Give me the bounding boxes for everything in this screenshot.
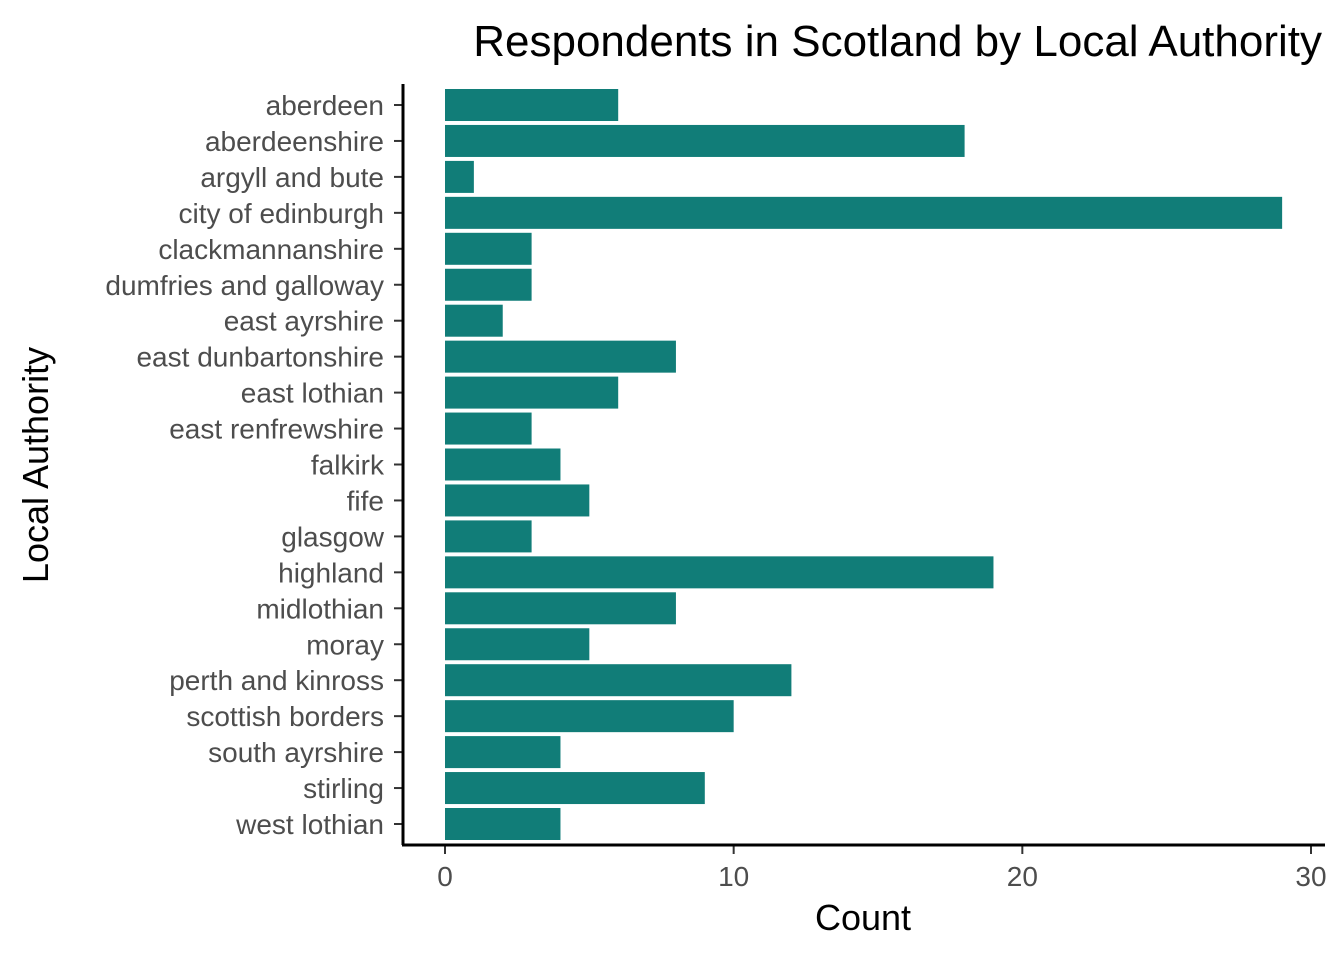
bar-moray (445, 628, 590, 661)
y-tick-label: falkirk (311, 450, 385, 481)
chart-title: Respondents in Scotland by Local Authori… (473, 17, 1322, 66)
bar-east-dunbartonshire (445, 340, 676, 373)
y-tick-label: aberdeenshire (205, 126, 384, 157)
x-tick-label: 0 (437, 861, 453, 892)
x-tick-label: 20 (1007, 861, 1038, 892)
y-tick-label: south ayrshire (208, 737, 384, 768)
x-axis-ticks: 0 10 20 30 (437, 845, 1327, 892)
bar-aberdeenshire (445, 124, 965, 157)
y-tick-label: aberdeen (266, 90, 384, 121)
bar-south-ayrshire (445, 736, 561, 769)
bar-city-of-edinburgh (445, 196, 1283, 229)
bars-group (445, 89, 1283, 840)
y-tick-label: perth and kinross (169, 665, 384, 696)
y-tick-label: midlothian (256, 593, 384, 624)
y-tick-label: west lothian (235, 809, 384, 840)
bar-aberdeen (445, 89, 619, 121)
x-tick-label: 10 (718, 861, 749, 892)
bar-falkirk (445, 448, 561, 481)
y-axis-title: Local Authority (15, 347, 56, 583)
y-tick-label: east renfrewshire (169, 414, 384, 445)
bar-east-renfrewshire (445, 412, 532, 445)
bar-scottish-borders (445, 700, 734, 733)
y-tick-label: fife (347, 485, 384, 516)
bar-clackmannanshire (445, 232, 532, 265)
y-tick-label: glasgow (281, 521, 385, 552)
bar-east-ayrshire (445, 304, 503, 337)
bar-highland (445, 556, 994, 589)
bar-fife (445, 484, 590, 517)
y-tick-label: east ayrshire (224, 306, 384, 337)
y-tick-label: scottish borders (186, 701, 384, 732)
x-tick-label: 30 (1295, 861, 1326, 892)
bar-stirling (445, 772, 705, 805)
bar-argyll-and-bute (445, 160, 474, 193)
y-tick-label: stirling (303, 773, 384, 804)
x-axis-title: Count (815, 897, 911, 938)
bar-midlothian (445, 592, 676, 625)
bar-east-lothian (445, 376, 619, 409)
y-tick-label: dumfries and galloway (105, 270, 384, 301)
y-tick-label: city of edinburgh (179, 198, 384, 229)
y-tick-label: east lothian (241, 378, 384, 409)
bar-perth-and-kinross (445, 664, 792, 697)
y-tick-label: moray (306, 629, 384, 660)
y-tick-label: clackmannanshire (158, 234, 384, 265)
y-tick-label: argyll and bute (200, 162, 384, 193)
bar-glasgow (445, 520, 532, 553)
bar-west-lothian (445, 808, 561, 840)
y-tick-label: highland (278, 557, 384, 588)
y-axis-ticks: aberdeen aberdeenshire argyll and bute city… (105, 90, 403, 840)
y-tick-label: east dunbartonshire (136, 342, 384, 373)
bar-dumfries-and-galloway (445, 268, 532, 301)
